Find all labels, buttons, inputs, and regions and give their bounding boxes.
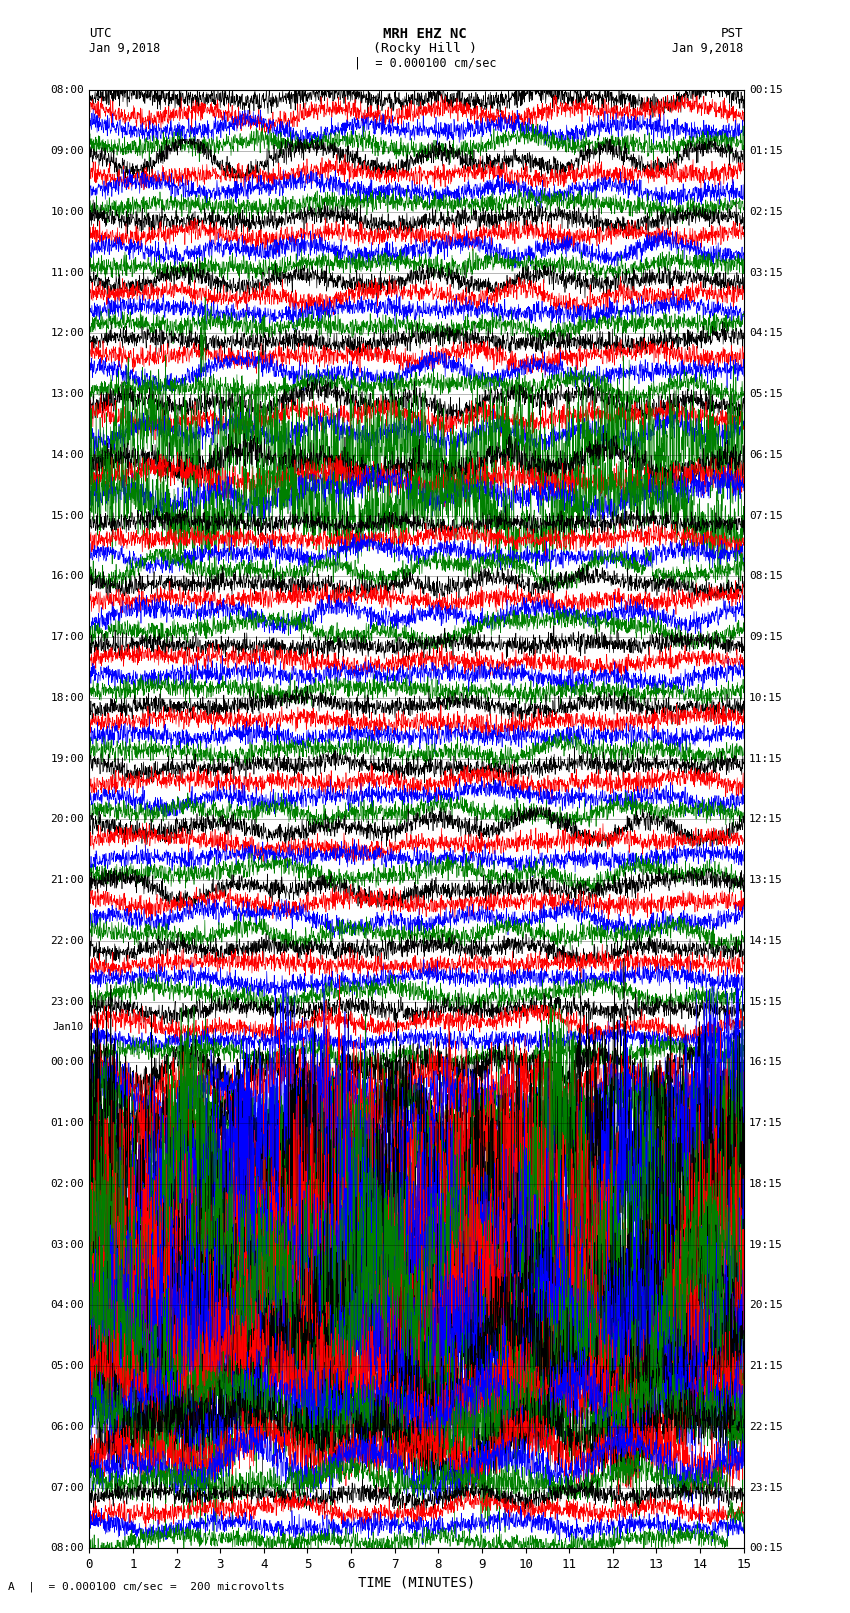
Text: 02:15: 02:15 — [749, 206, 783, 216]
Text: 21:00: 21:00 — [50, 876, 84, 886]
Text: 08:15: 08:15 — [749, 571, 783, 581]
Text: 15:15: 15:15 — [749, 997, 783, 1007]
Text: PST: PST — [722, 27, 744, 40]
Text: 09:15: 09:15 — [749, 632, 783, 642]
Text: 18:00: 18:00 — [50, 694, 84, 703]
Text: 10:00: 10:00 — [50, 206, 84, 216]
Text: 22:00: 22:00 — [50, 936, 84, 945]
Text: 13:15: 13:15 — [749, 876, 783, 886]
Text: 16:00: 16:00 — [50, 571, 84, 581]
Text: 19:00: 19:00 — [50, 753, 84, 763]
Text: 12:00: 12:00 — [50, 329, 84, 339]
Text: 19:15: 19:15 — [749, 1240, 783, 1250]
Text: 17:15: 17:15 — [749, 1118, 783, 1127]
Text: 20:00: 20:00 — [50, 815, 84, 824]
Text: 03:15: 03:15 — [749, 268, 783, 277]
Text: 03:00: 03:00 — [50, 1240, 84, 1250]
Text: 00:00: 00:00 — [50, 1058, 84, 1068]
Text: 13:00: 13:00 — [50, 389, 84, 398]
Text: 01:15: 01:15 — [749, 147, 783, 156]
Text: 18:15: 18:15 — [749, 1179, 783, 1189]
Text: 11:00: 11:00 — [50, 268, 84, 277]
Text: 08:00: 08:00 — [50, 85, 84, 95]
Text: 14:15: 14:15 — [749, 936, 783, 945]
Text: 15:00: 15:00 — [50, 511, 84, 521]
Text: 02:00: 02:00 — [50, 1179, 84, 1189]
Text: 17:00: 17:00 — [50, 632, 84, 642]
Text: A  |  = 0.000100 cm/sec =  200 microvolts: A | = 0.000100 cm/sec = 200 microvolts — [8, 1581, 286, 1592]
Text: Jan10: Jan10 — [53, 1023, 84, 1032]
Text: 09:00: 09:00 — [50, 147, 84, 156]
Text: 04:00: 04:00 — [50, 1300, 84, 1310]
Text: |  = 0.000100 cm/sec: | = 0.000100 cm/sec — [354, 56, 496, 69]
Text: 12:15: 12:15 — [749, 815, 783, 824]
Text: Jan 9,2018: Jan 9,2018 — [89, 42, 161, 55]
Text: 06:15: 06:15 — [749, 450, 783, 460]
Text: (Rocky Hill ): (Rocky Hill ) — [373, 42, 477, 55]
Text: UTC: UTC — [89, 27, 111, 40]
Text: Jan 9,2018: Jan 9,2018 — [672, 42, 744, 55]
Text: 07:15: 07:15 — [749, 511, 783, 521]
Text: 00:15: 00:15 — [749, 1544, 783, 1553]
Text: 05:00: 05:00 — [50, 1361, 84, 1371]
Text: 14:00: 14:00 — [50, 450, 84, 460]
Text: 10:15: 10:15 — [749, 694, 783, 703]
Text: 16:15: 16:15 — [749, 1058, 783, 1068]
Text: 23:00: 23:00 — [50, 997, 84, 1007]
Text: 08:00: 08:00 — [50, 1544, 84, 1553]
Text: 00:15: 00:15 — [749, 85, 783, 95]
Text: 01:00: 01:00 — [50, 1118, 84, 1127]
Text: 21:15: 21:15 — [749, 1361, 783, 1371]
Text: 06:00: 06:00 — [50, 1423, 84, 1432]
X-axis label: TIME (MINUTES): TIME (MINUTES) — [358, 1576, 475, 1589]
Text: 07:00: 07:00 — [50, 1482, 84, 1492]
Text: 23:15: 23:15 — [749, 1482, 783, 1492]
Text: 04:15: 04:15 — [749, 329, 783, 339]
Text: 11:15: 11:15 — [749, 753, 783, 763]
Text: 20:15: 20:15 — [749, 1300, 783, 1310]
Text: 05:15: 05:15 — [749, 389, 783, 398]
Text: MRH EHZ NC: MRH EHZ NC — [383, 27, 467, 42]
Text: 22:15: 22:15 — [749, 1423, 783, 1432]
